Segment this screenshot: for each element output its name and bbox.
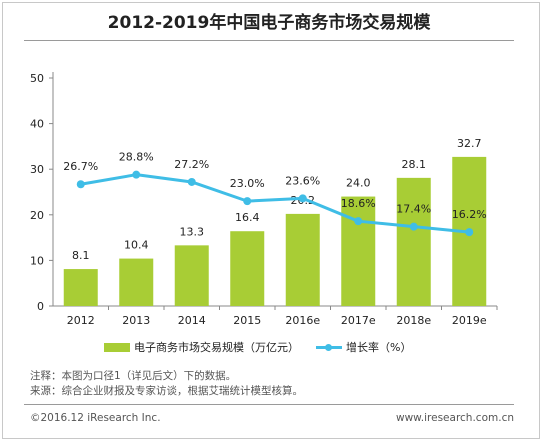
growth-point <box>354 217 363 226</box>
legend-line-swatch <box>316 343 342 352</box>
growth-value-label: 23.0% <box>230 177 265 190</box>
y-tick-label: 10 <box>30 254 44 267</box>
x-tick-label: 2019e <box>452 314 487 327</box>
footer-website: www.iresearch.com.cn <box>395 412 514 424</box>
growth-point <box>465 228 474 237</box>
bar-value-label: 24.0 <box>346 177 371 190</box>
legend-item-line: 增长率（%） <box>316 338 411 356</box>
y-tick-label: 20 <box>30 209 44 222</box>
x-tick-label: 2018e <box>396 314 431 327</box>
bar <box>119 258 154 306</box>
y-tick-label: 0 <box>37 300 44 313</box>
chart-notes: 注释：本图为口径1（详见后文）下的数据。 来源：综合企业财报及专家访谈，根据艾瑞… <box>30 369 303 399</box>
growth-value-label: 18.6% <box>341 197 376 210</box>
bar <box>396 177 431 306</box>
growth-point <box>409 222 418 231</box>
bar-value-label: 13.3 <box>180 225 205 238</box>
y-tick-label: 30 <box>30 163 44 176</box>
growth-value-label: 23.6% <box>285 174 320 187</box>
legend-line-label: 增长率（%） <box>346 341 412 354</box>
growth-value-label: 27.2% <box>174 158 209 171</box>
x-tick-label: 2012 <box>67 314 95 327</box>
chart-frame <box>2 2 540 439</box>
legend-item-bar: 电子商务市场交易规模（万亿元） <box>104 338 299 356</box>
x-tick-label: 2013 <box>122 314 150 327</box>
growth-point <box>298 194 307 203</box>
x-tick-label: 2015 <box>233 314 261 327</box>
note-line: 注释：本图为口径1（详见后文）下的数据。 <box>30 370 237 382</box>
growth-value-label: 17.4% <box>396 203 431 216</box>
bar <box>230 231 265 306</box>
bar-value-label: 10.4 <box>124 239 149 252</box>
bar-value-label: 32.7 <box>457 137 482 150</box>
growth-point <box>132 170 141 179</box>
x-tick-label: 2016e <box>285 314 320 327</box>
bar-value-label: 28.1 <box>402 158 427 171</box>
growth-value-label: 28.8% <box>119 151 154 164</box>
legend-bar-swatch <box>104 342 130 352</box>
footer-divider <box>24 404 514 405</box>
growth-point <box>76 180 85 189</box>
growth-point <box>187 177 196 186</box>
title-divider <box>24 40 514 41</box>
x-tick-label: 2017e <box>341 314 376 327</box>
x-tick-label: 2014 <box>178 314 206 327</box>
footer-copyright: ©2016.12 iResearch Inc. <box>30 412 161 424</box>
chart-title: 2012-2019年中国电子商务市场交易规模 <box>107 13 431 33</box>
growth-line <box>80 173 470 234</box>
growth-point <box>243 197 252 206</box>
bar <box>285 213 320 306</box>
growth-value-label: 16.2% <box>452 208 487 221</box>
growth-value-label: 26.7% <box>63 160 98 173</box>
y-tick-label: 50 <box>30 72 44 85</box>
source-line: 来源：综合企业财报及专家访谈，根据艾瑞统计模型核算。 <box>30 385 303 397</box>
bar <box>63 269 98 306</box>
bar <box>341 196 376 306</box>
bar-value-label: 8.1 <box>72 249 90 262</box>
legend-bar-label: 电子商务市场交易规模（万亿元） <box>134 341 299 354</box>
bar <box>174 245 209 306</box>
bar-value-label: 16.4 <box>235 211 260 224</box>
y-tick-label: 40 <box>30 118 44 131</box>
